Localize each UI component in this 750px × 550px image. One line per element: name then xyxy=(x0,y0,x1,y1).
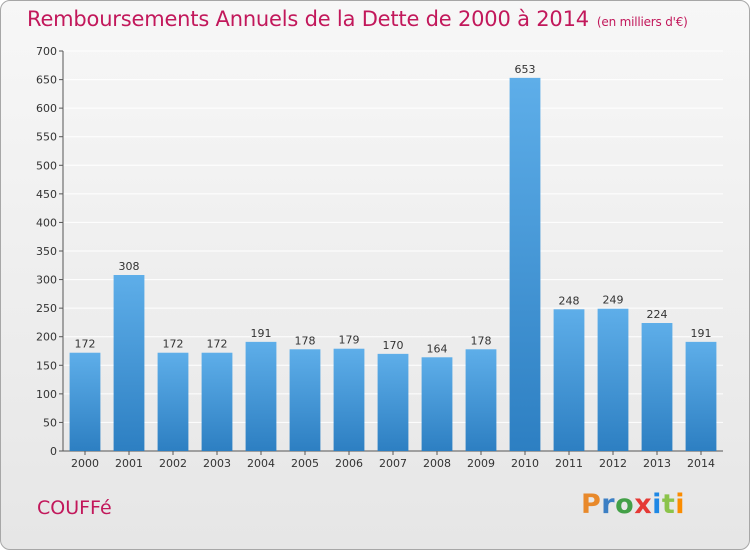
x-tick-label: 2004 xyxy=(247,457,275,470)
data-label-2008: 164 xyxy=(427,342,448,355)
x-tick-label: 2010 xyxy=(511,457,539,470)
axes: 0 50 100 150 200 250 300 350 400 450 500 550 600 650 7… xyxy=(36,45,723,470)
data-label-2001: 308 xyxy=(119,260,140,273)
data-labels: 172 308 172 172 191 178 179 170 164 178 653 248 249 2… xyxy=(75,63,712,355)
x-tick-label: 2003 xyxy=(203,457,231,470)
bar-2006 xyxy=(333,348,365,451)
bar-2004 xyxy=(245,341,277,451)
x-tick-label: 2007 xyxy=(379,457,407,470)
x-tick-label: 2011 xyxy=(555,457,583,470)
y-tick-label: 450 xyxy=(36,188,57,201)
y-tick-label: 0 xyxy=(50,445,57,458)
y-tick-label: 100 xyxy=(36,388,57,401)
data-label-2006: 179 xyxy=(339,334,360,347)
bar-2000 xyxy=(69,352,101,451)
bar-2001 xyxy=(113,275,145,451)
y-tick-label: 150 xyxy=(36,359,57,372)
bar-2009 xyxy=(465,349,497,451)
bar-2012 xyxy=(597,308,629,451)
chart-title-text: Remboursements Annuels de la Dette de 20… xyxy=(27,7,589,31)
x-tick-label: 2009 xyxy=(467,457,495,470)
y-tick-label: 300 xyxy=(36,274,57,287)
data-label-2013: 224 xyxy=(647,308,668,321)
bar-2010 xyxy=(509,77,541,451)
y-tick-label: 350 xyxy=(36,245,57,258)
x-tick-label: 2008 xyxy=(423,457,451,470)
y-tick-label: 700 xyxy=(36,45,57,58)
y-tick-label: 400 xyxy=(36,216,57,229)
x-tick-label: 2005 xyxy=(291,457,319,470)
x-tick-label: 2002 xyxy=(159,457,187,470)
bar-2003 xyxy=(201,352,233,451)
x-tick-label: 2013 xyxy=(643,457,671,470)
bar-2011 xyxy=(553,309,585,451)
data-label-2014: 191 xyxy=(691,327,712,340)
x-tick-label: 2000 xyxy=(71,457,99,470)
y-tick-label: 200 xyxy=(36,331,57,344)
bars xyxy=(69,77,717,451)
bar-2002 xyxy=(157,352,189,451)
data-label-2004: 191 xyxy=(251,327,272,340)
x-tick-label: 2014 xyxy=(687,457,715,470)
y-tick-label: 50 xyxy=(43,416,57,429)
bar-2014 xyxy=(685,341,717,451)
y-tick-label: 650 xyxy=(36,74,57,87)
x-tick-label: 2001 xyxy=(115,457,143,470)
chart-subtitle: (en milliers d'€) xyxy=(596,15,688,29)
bar-2007 xyxy=(377,353,409,451)
data-label-2003: 172 xyxy=(207,338,228,351)
data-label-2010: 653 xyxy=(515,63,536,76)
y-tick-label: 550 xyxy=(36,131,57,144)
data-label-2007: 170 xyxy=(383,339,404,352)
data-label-2011: 248 xyxy=(559,294,580,307)
y-tick-label: 250 xyxy=(36,302,57,315)
proxiti-logo: Proxiti xyxy=(581,489,686,520)
y-tick-label: 500 xyxy=(36,159,57,172)
data-label-2000: 172 xyxy=(75,338,96,351)
y-tick-label: 600 xyxy=(36,102,57,115)
data-label-2002: 172 xyxy=(163,338,184,351)
bar-2008 xyxy=(421,357,453,451)
town-name: COUFFé xyxy=(37,497,112,519)
data-label-2005: 178 xyxy=(295,334,316,347)
x-tick-label: 2006 xyxy=(335,457,363,470)
chart-title: Remboursements Annuels de la Dette de 20… xyxy=(27,7,688,31)
bar-2013 xyxy=(641,323,673,451)
x-tick-label: 2012 xyxy=(599,457,627,470)
bar-2005 xyxy=(289,349,321,451)
data-label-2012: 249 xyxy=(603,294,624,307)
data-label-2009: 178 xyxy=(471,334,492,347)
